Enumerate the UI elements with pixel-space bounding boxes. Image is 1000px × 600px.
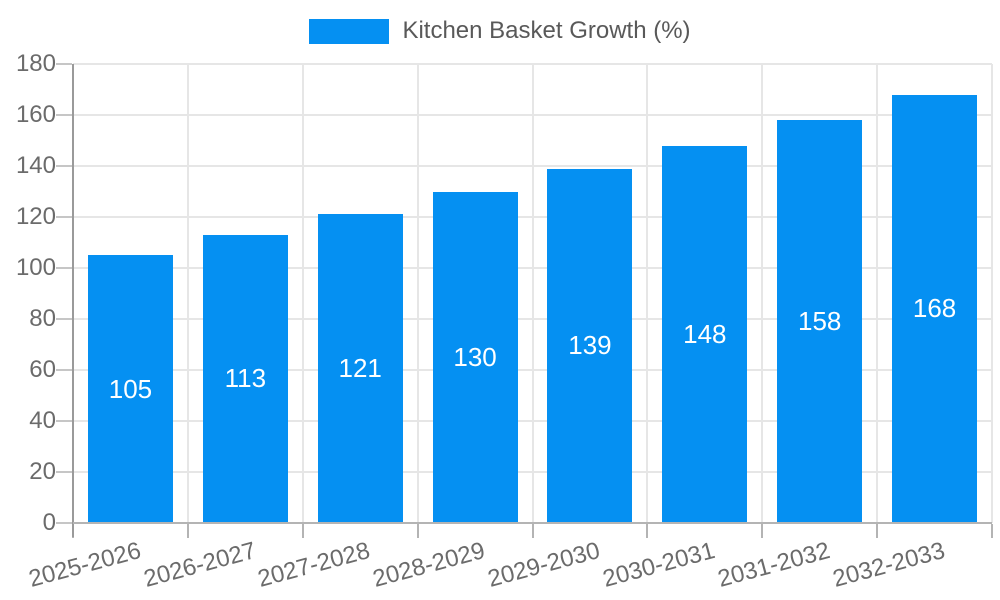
gridline-v — [876, 64, 879, 523]
gridline-v — [761, 64, 764, 523]
x-tick-label: 2026-2027 — [140, 537, 259, 593]
y-tick-label: 60 — [29, 356, 56, 383]
y-tick — [56, 318, 72, 320]
y-tick — [56, 165, 72, 167]
x-tick-label: 2027-2028 — [255, 537, 374, 593]
x-tick-label: 2030-2031 — [599, 537, 718, 593]
bar-value-label: 139 — [568, 330, 612, 361]
x-tick — [531, 524, 534, 538]
y-tick-label: 100 — [15, 254, 56, 281]
gridline-v — [531, 64, 534, 523]
x-tick-label: 2032-2033 — [829, 537, 948, 593]
bar: 130 — [432, 191, 518, 523]
gridline-v — [991, 64, 993, 523]
bar-value-label: 158 — [797, 306, 842, 337]
bar: 139 — [547, 168, 633, 523]
y-tick — [56, 420, 72, 422]
y-tick-label: 160 — [15, 101, 56, 128]
bar: 168 — [892, 94, 978, 523]
bar-value-label: 113 — [224, 363, 267, 394]
bar-value-label: 148 — [683, 318, 727, 349]
legend-label: Kitchen Basket Growth (%) — [402, 17, 691, 44]
bar: 113 — [202, 234, 288, 523]
legend: Kitchen Basket Growth (%) — [0, 17, 1000, 45]
y-tick-label: 20 — [29, 458, 56, 485]
y-tick — [56, 369, 72, 371]
y-tick-label: 40 — [29, 407, 56, 434]
bar-value-label: 130 — [453, 341, 497, 372]
x-tick — [416, 524, 419, 538]
x-tick — [646, 524, 649, 538]
x-tick — [761, 524, 764, 538]
bar-value-label: 121 — [338, 353, 382, 384]
bar: 105 — [87, 255, 173, 523]
y-axis-line — [72, 64, 74, 537]
gridline-v — [416, 64, 419, 523]
bar: 158 — [777, 120, 863, 523]
gridline-v — [186, 64, 189, 523]
plot-area: 0 20 40 60 80 100 120 140 160 180 105 2025-2026 113 2… — [16, 51, 993, 593]
y-tick-label: 120 — [15, 203, 56, 230]
x-axis-line — [73, 522, 992, 524]
x-tick-label: 2029-2030 — [485, 537, 603, 593]
gridline-v — [646, 64, 649, 523]
x-tick-label: 2031-2032 — [714, 537, 833, 593]
x-tick — [876, 524, 879, 538]
x-tick — [301, 524, 304, 538]
gridline-v — [301, 64, 304, 523]
y-tick-label: 180 — [15, 50, 56, 77]
bar-value-label: 105 — [108, 373, 153, 404]
x-tick-label: 2025-2026 — [25, 537, 144, 593]
bar: 148 — [662, 145, 748, 523]
y-tick — [56, 114, 72, 116]
x-tick — [186, 524, 189, 538]
x-tick — [991, 524, 993, 538]
y-tick — [56, 216, 72, 218]
legend-swatch — [309, 18, 390, 44]
y-tick — [56, 267, 72, 269]
y-tick-label: 0 — [42, 509, 56, 536]
bar-value-label: 168 — [912, 293, 957, 324]
y-tick-label: 80 — [29, 305, 56, 332]
y-tick — [56, 471, 72, 473]
y-tick — [56, 63, 72, 65]
bar: 121 — [317, 214, 403, 523]
y-tick — [56, 522, 72, 524]
x-tick-label: 2028-2029 — [370, 537, 489, 593]
y-tick-label: 140 — [15, 152, 56, 179]
